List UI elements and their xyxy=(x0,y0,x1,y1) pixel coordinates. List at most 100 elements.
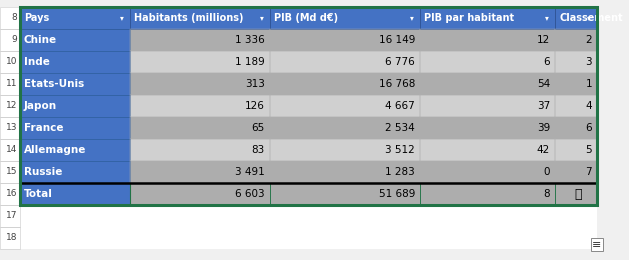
Bar xyxy=(0,95,20,117)
Bar xyxy=(555,183,597,205)
Text: ▾: ▾ xyxy=(587,14,591,23)
Bar xyxy=(130,161,270,183)
Bar xyxy=(0,7,20,29)
Text: PIB par habitant: PIB par habitant xyxy=(424,13,514,23)
Bar xyxy=(20,139,130,161)
Bar xyxy=(270,161,420,183)
Bar xyxy=(555,7,597,29)
Bar xyxy=(420,7,555,29)
Bar xyxy=(420,51,555,73)
Text: 51 689: 51 689 xyxy=(379,189,415,199)
Bar xyxy=(270,139,420,161)
Text: 2 534: 2 534 xyxy=(385,123,415,133)
Text: 65: 65 xyxy=(252,123,265,133)
Bar xyxy=(270,183,420,205)
Text: 6: 6 xyxy=(543,57,550,67)
Bar xyxy=(420,183,555,205)
Text: 83: 83 xyxy=(252,145,265,155)
Text: 1 336: 1 336 xyxy=(235,35,265,45)
Text: 6 603: 6 603 xyxy=(235,189,265,199)
Text: 42: 42 xyxy=(537,145,550,155)
Bar xyxy=(270,95,420,117)
Text: Habitants (millions): Habitants (millions) xyxy=(134,13,243,23)
Bar xyxy=(420,29,555,51)
Bar xyxy=(270,73,420,95)
Text: 3: 3 xyxy=(586,57,592,67)
Bar xyxy=(0,117,20,139)
Text: 6 776: 6 776 xyxy=(385,57,415,67)
Bar xyxy=(555,95,597,117)
Bar xyxy=(555,95,597,117)
Bar xyxy=(555,29,597,51)
Text: 1 283: 1 283 xyxy=(385,167,415,177)
Text: 7: 7 xyxy=(586,167,592,177)
Text: 0: 0 xyxy=(543,167,550,177)
Bar xyxy=(20,73,130,95)
Bar xyxy=(130,95,270,117)
Text: 13: 13 xyxy=(6,124,17,133)
Bar xyxy=(0,73,20,95)
Text: Etats-Unis: Etats-Unis xyxy=(24,79,84,89)
Text: 5: 5 xyxy=(586,145,592,155)
Bar xyxy=(0,205,20,227)
Bar xyxy=(130,117,270,139)
Bar xyxy=(130,161,270,183)
Text: 2: 2 xyxy=(586,35,592,45)
Bar xyxy=(420,73,555,95)
Text: Japon: Japon xyxy=(24,101,57,111)
Text: Chine: Chine xyxy=(24,35,57,45)
Bar xyxy=(270,51,420,73)
Bar xyxy=(0,227,20,249)
Bar xyxy=(0,161,20,183)
Text: Total: Total xyxy=(24,189,53,199)
Bar xyxy=(555,161,597,183)
Bar xyxy=(20,161,130,183)
Text: 8: 8 xyxy=(543,189,550,199)
Bar xyxy=(420,73,555,95)
Bar xyxy=(130,29,270,51)
Text: 17: 17 xyxy=(6,211,17,220)
Bar xyxy=(270,183,420,205)
Text: Classement: Classement xyxy=(559,13,623,23)
Bar xyxy=(130,117,270,139)
Bar xyxy=(20,183,130,205)
Bar xyxy=(130,29,270,51)
Bar xyxy=(555,139,597,161)
Bar xyxy=(270,161,420,183)
Bar xyxy=(0,183,20,205)
Bar xyxy=(20,161,130,183)
Bar xyxy=(130,183,270,205)
Bar xyxy=(130,7,270,29)
Text: 15: 15 xyxy=(6,167,17,177)
Bar xyxy=(555,73,597,95)
Bar xyxy=(555,73,597,95)
Bar xyxy=(555,161,597,183)
Bar xyxy=(270,7,420,29)
Bar xyxy=(0,7,20,29)
Text: ⭢: ⭢ xyxy=(574,187,582,200)
Bar xyxy=(420,183,555,205)
Bar xyxy=(20,51,130,73)
Text: 1 189: 1 189 xyxy=(235,57,265,67)
Bar xyxy=(20,7,597,205)
Text: 37: 37 xyxy=(537,101,550,111)
Text: 16 149: 16 149 xyxy=(379,35,415,45)
Text: 11: 11 xyxy=(6,80,17,88)
Bar xyxy=(130,183,270,205)
Text: 6: 6 xyxy=(586,123,592,133)
Bar xyxy=(0,227,20,249)
Bar xyxy=(20,29,130,51)
Text: 3 512: 3 512 xyxy=(385,145,415,155)
Text: Allemagne: Allemagne xyxy=(24,145,86,155)
Bar xyxy=(130,73,270,95)
Text: 10: 10 xyxy=(6,57,17,67)
Bar xyxy=(20,7,130,29)
Bar xyxy=(0,205,20,227)
Bar xyxy=(270,139,420,161)
Bar xyxy=(420,95,555,117)
Bar xyxy=(20,227,597,249)
Bar xyxy=(0,139,20,161)
Bar xyxy=(0,0,629,7)
Text: 14: 14 xyxy=(6,146,17,154)
Bar xyxy=(420,161,555,183)
